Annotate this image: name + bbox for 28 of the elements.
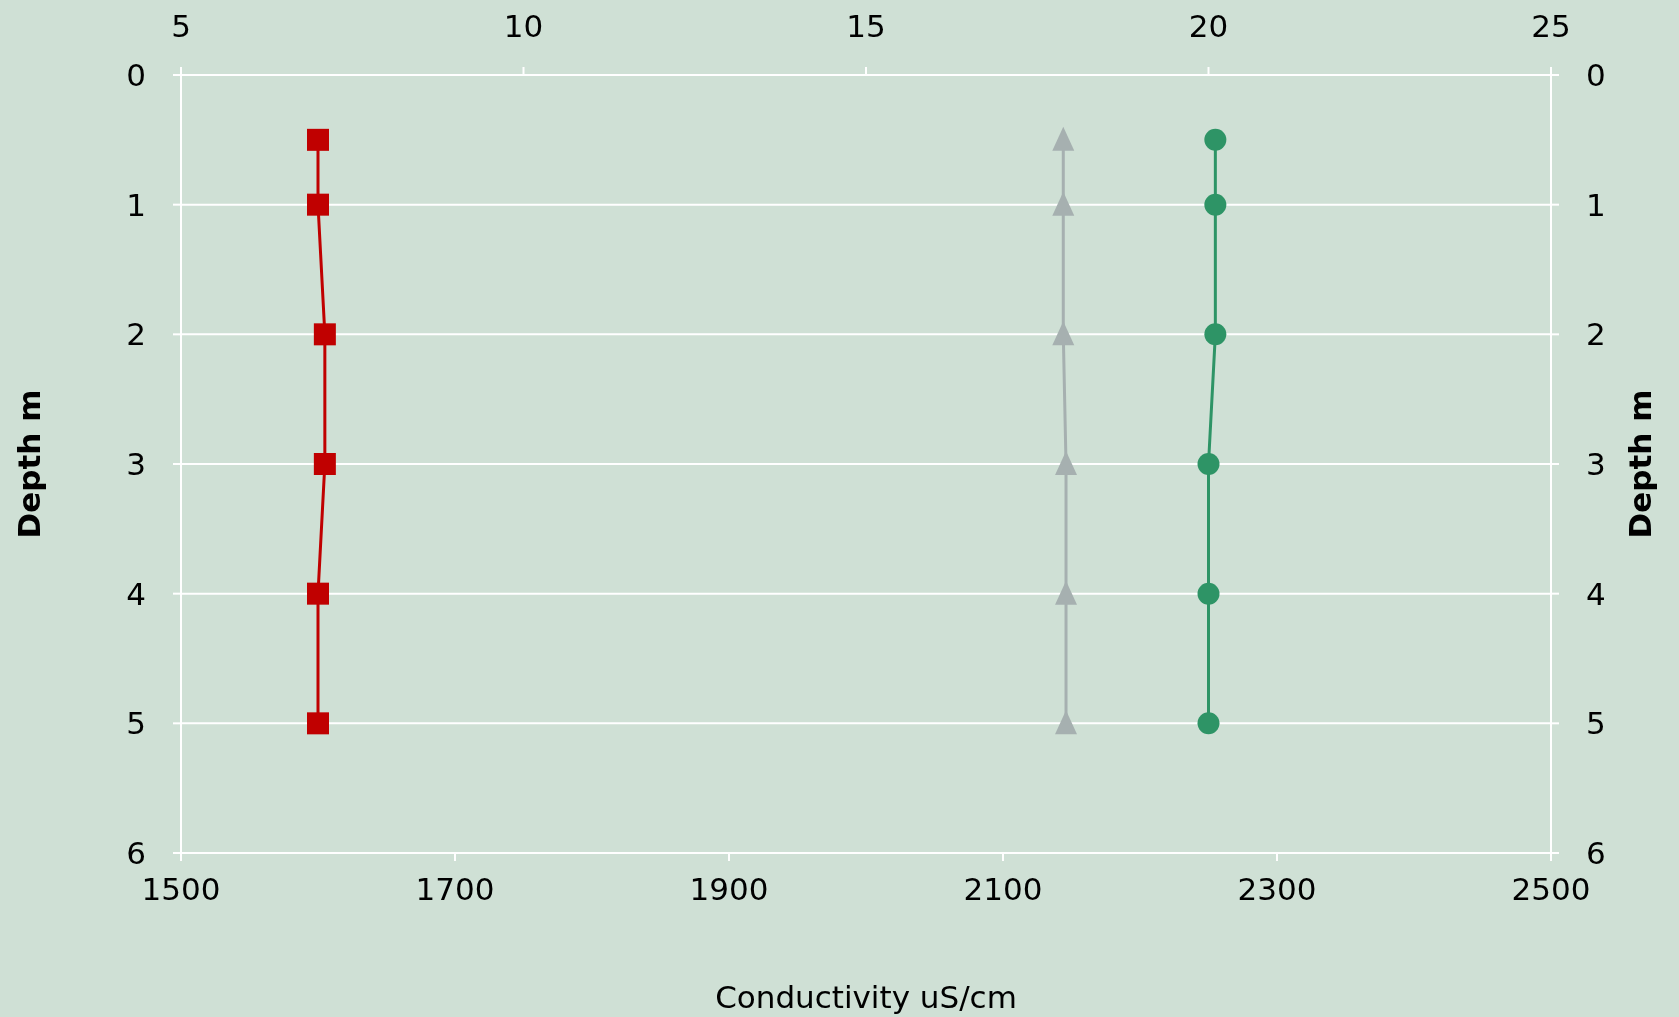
y2-tick-label: 0 xyxy=(1586,56,1606,93)
y2-tick-label: 5 xyxy=(1586,705,1606,742)
y2-tick-label: 3 xyxy=(1586,445,1606,482)
x2-tick-label: 5 xyxy=(171,8,191,44)
x-tick-label: 2100 xyxy=(963,871,1043,907)
x-tick-label: 1500 xyxy=(141,871,221,907)
x2-tick-label: 10 xyxy=(503,8,544,44)
x2-tick-label: 15 xyxy=(846,8,886,44)
y-tick-label: 4 xyxy=(126,575,146,612)
x2-tick-label: 20 xyxy=(1188,8,1229,44)
y-tick-label: 5 xyxy=(126,705,146,742)
y2-tick-label: 2 xyxy=(1586,316,1606,353)
x2-tick-label: 25 xyxy=(1531,8,1571,44)
y-tick-label: 6 xyxy=(126,834,146,871)
y2-tick-label: 4 xyxy=(1586,575,1606,612)
y2-axis-title: Depth m xyxy=(1622,389,1658,539)
x-axis-title: Conductivity uS/cm xyxy=(715,979,1017,1015)
y-tick-label: 3 xyxy=(126,445,146,482)
y2-tick-label: 1 xyxy=(1586,186,1606,223)
y-axis-title: Depth m xyxy=(11,389,47,539)
y-tick-label: 2 xyxy=(126,316,146,353)
x-tick-label: 2300 xyxy=(1237,871,1317,907)
y-tick-label: 1 xyxy=(126,186,146,223)
y2-tick-label: 6 xyxy=(1586,834,1606,871)
x-tick-label: 1700 xyxy=(415,871,495,907)
y-tick-label: 0 xyxy=(126,56,146,93)
x-tick-label: 2500 xyxy=(1511,871,1591,907)
x-tick-label: 1900 xyxy=(689,871,769,907)
